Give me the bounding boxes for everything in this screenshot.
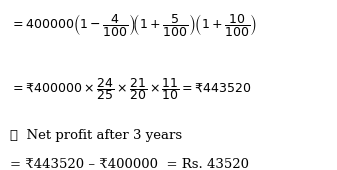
Text: $= $₹$400000\times\dfrac{24}{25}\times\dfrac{21}{20}\times\dfrac{11}{10} = $₹$44: $= $₹$400000\times\dfrac{24}{25}\times\d… bbox=[10, 76, 252, 102]
Text: $= 400000\left(1 - \dfrac{4}{100}\right)\!\left(1 + \dfrac{5}{100}\right)\left(1: $= 400000\left(1 - \dfrac{4}{100}\right)… bbox=[10, 12, 257, 38]
Text: ∴  Net profit after 3 years: ∴ Net profit after 3 years bbox=[10, 129, 182, 142]
Text: = ₹443520 – ₹400000  = Rs. 43520: = ₹443520 – ₹400000 = Rs. 43520 bbox=[10, 158, 249, 170]
